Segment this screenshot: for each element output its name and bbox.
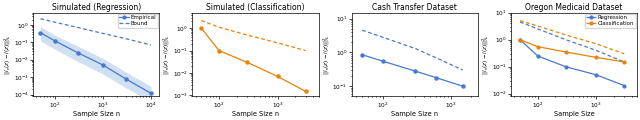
Y-axis label: $||l_n(z) - l(z)||^2_{\mathcal{H},}$: $||l_n(z) - l(z)||^2_{\mathcal{H},}$ — [321, 34, 332, 75]
Y-axis label: $||l_n(z) - l(z)||^2_{\mathcal{H},}$: $||l_n(z) - l(z)||^2_{\mathcal{H},}$ — [481, 34, 491, 75]
Title: Simulated (Regression): Simulated (Regression) — [52, 3, 141, 12]
Legend: Regression, Classification: Regression, Classification — [584, 14, 636, 28]
Y-axis label: $||l_n(z) - l(z)||^2_{\mathcal{H},}$: $||l_n(z) - l(z)||^2_{\mathcal{H},}$ — [162, 34, 172, 75]
Y-axis label: $||l_n(z) - l(z)||^2_{\mathcal{H},}$: $||l_n(z) - l(z)||^2_{\mathcal{H},}$ — [3, 34, 13, 75]
Title: Oregon Medicaid Dataset: Oregon Medicaid Dataset — [525, 3, 623, 12]
X-axis label: Sample Size n: Sample Size n — [391, 111, 438, 117]
Title: Cash Transfer Dataset: Cash Transfer Dataset — [372, 3, 457, 12]
Legend: Empirical, Bound: Empirical, Bound — [118, 14, 158, 28]
Title: Simulated (Classification): Simulated (Classification) — [206, 3, 305, 12]
X-axis label: Sample Size: Sample Size — [554, 111, 595, 117]
X-axis label: Sample Size n: Sample Size n — [73, 111, 120, 117]
X-axis label: Sample Size n: Sample Size n — [232, 111, 279, 117]
